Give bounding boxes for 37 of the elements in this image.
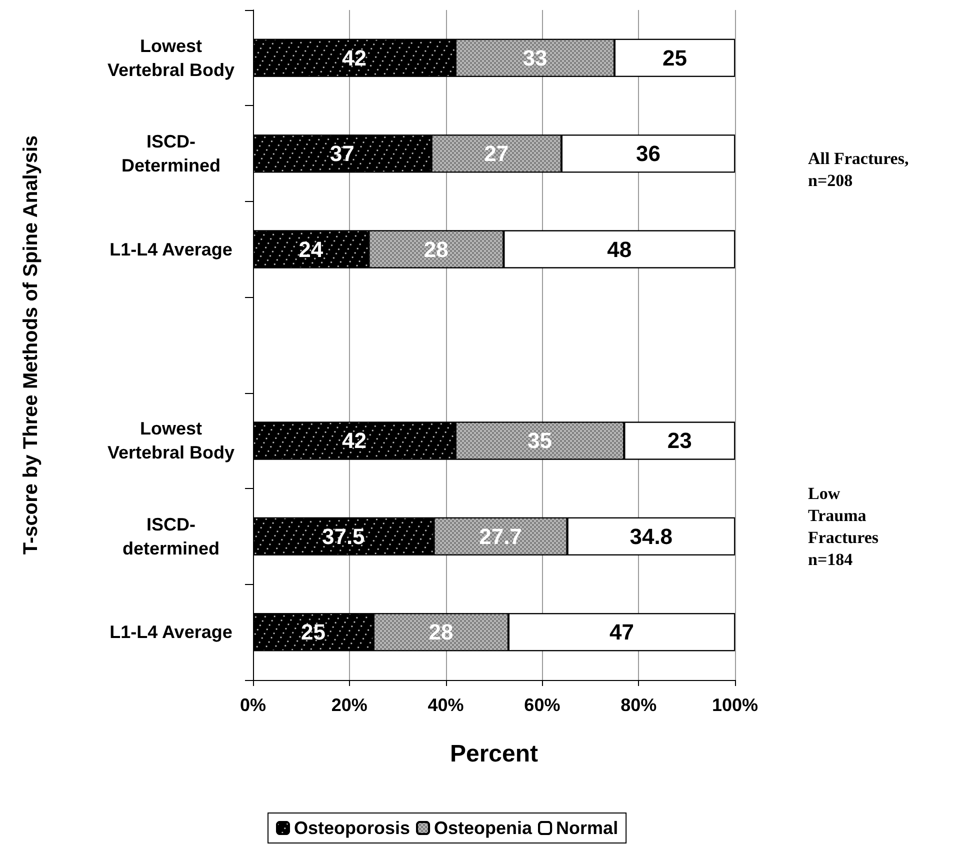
y-axis-title: T-score by Three Methods of Spine Analysis [20, 135, 42, 555]
y-tick-label: Lowest Vertebral Body [107, 36, 235, 80]
x-tick-label: 20% [331, 695, 368, 715]
x-tick-label: 0% [240, 695, 266, 715]
data-label: 36 [636, 141, 660, 166]
data-label: 28 [428, 620, 454, 645]
data-label: 27.7 [479, 524, 522, 549]
data-label: 25 [662, 45, 687, 70]
x-axis-title: Percent [450, 740, 538, 768]
data-label: 42 [342, 45, 366, 70]
legend-label: Osteoporosis [294, 818, 410, 838]
data-label: 48 [607, 236, 632, 262]
data-label: 28 [424, 236, 448, 262]
x-tick-label: 80% [620, 695, 657, 715]
data-label: 35 [528, 428, 552, 454]
data-label: 47 [609, 620, 634, 645]
text: Low Trauma Fractures n=184 [808, 484, 879, 569]
x-tick-label: 60% [524, 695, 560, 715]
data-label: 42 [342, 428, 366, 454]
data-label: 37.5 [322, 524, 365, 549]
data-label: 24 [298, 236, 324, 262]
data-label: 25 [301, 620, 326, 645]
data-label: 34.8 [630, 524, 673, 549]
text: All Fractures, n=208 [808, 149, 909, 190]
y-tick-label: ISCD- determined [122, 514, 220, 558]
x-tick-label: 100% [712, 695, 758, 715]
legend-label: Osteopenia [434, 818, 534, 838]
x-tick-label: 40% [428, 695, 464, 715]
legend-label: Normal [556, 818, 618, 838]
data-label: 23 [667, 428, 692, 454]
y-tick-label: L1-L4 Average [110, 622, 232, 642]
y-tick-label: L1-L4 Average [110, 239, 232, 260]
y-tick-label: Lowest Vertebral Body [107, 418, 235, 463]
data-label: 33 [522, 45, 548, 70]
data-label: 37 [330, 141, 354, 166]
y-tick-label: ISCD- Determined [121, 132, 221, 176]
data-label: 27 [484, 141, 509, 166]
